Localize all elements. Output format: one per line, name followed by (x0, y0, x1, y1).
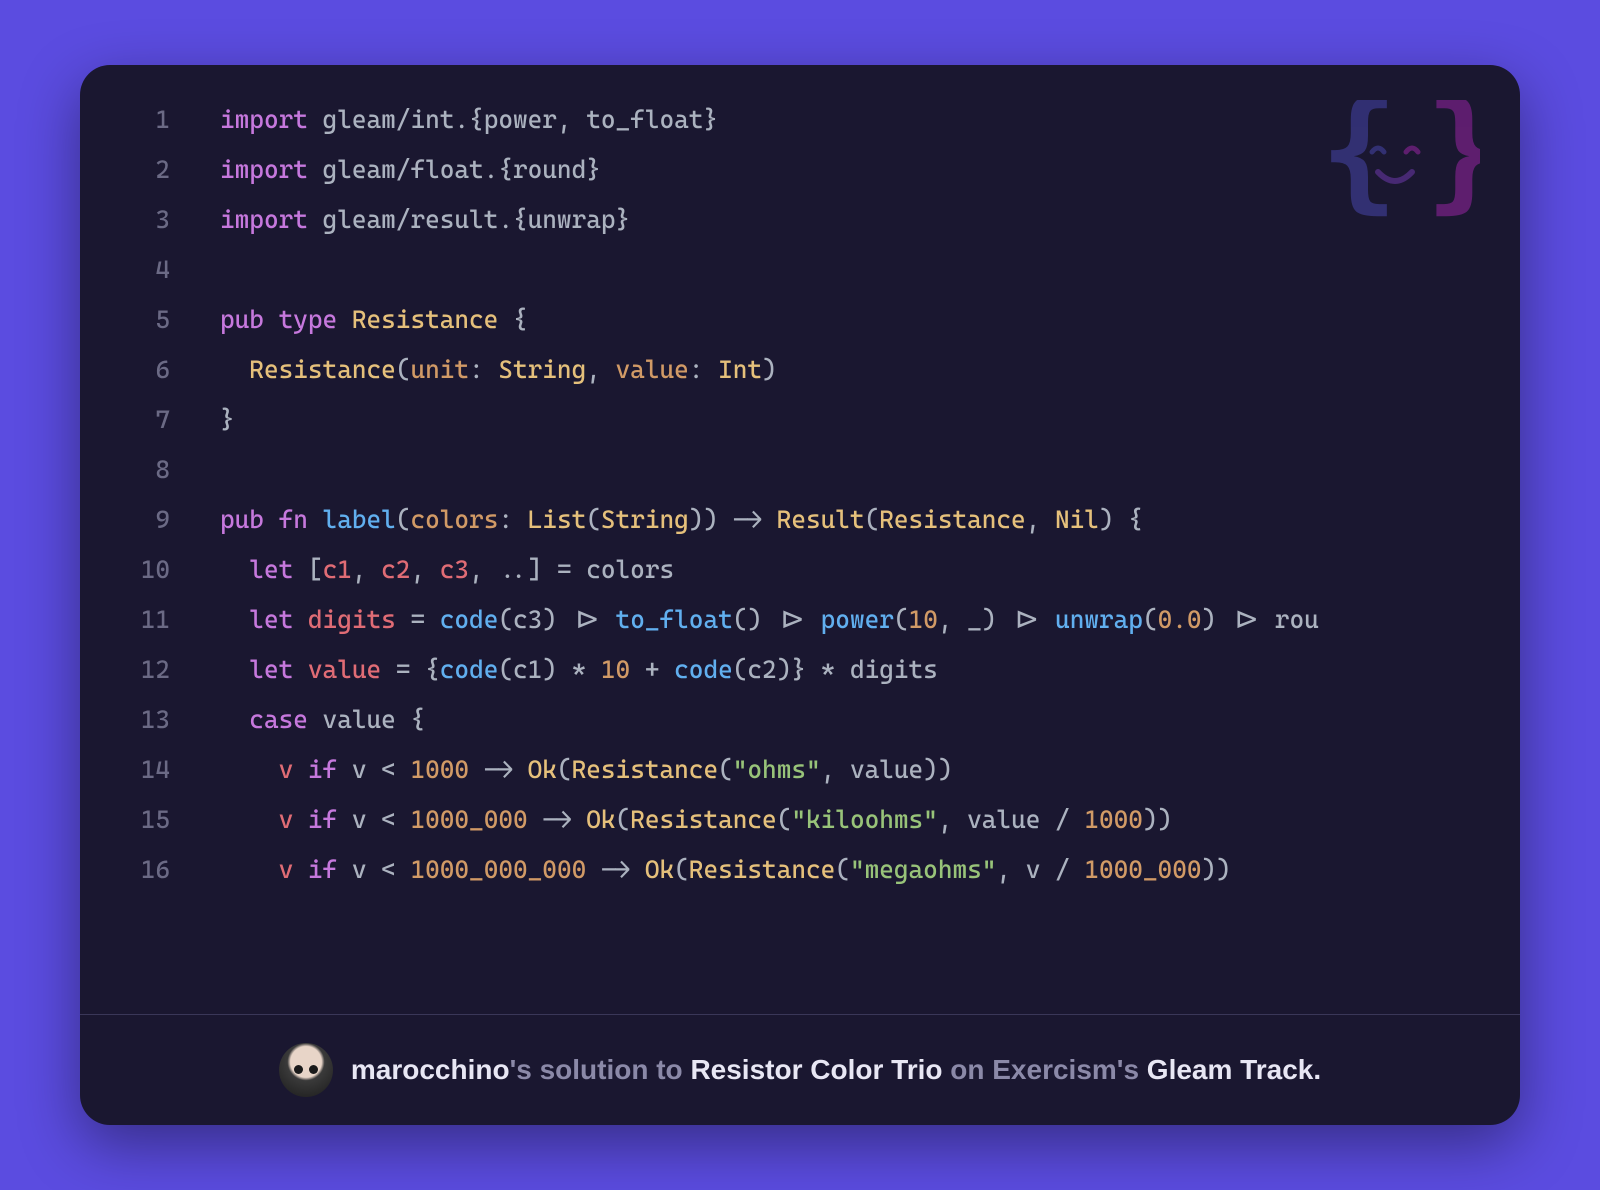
code-card: { } 1import gleam/int.{power, to_float}2… (80, 65, 1520, 1125)
line-content: v if v < 1000_000 -> Ok(Resistance("kilo… (220, 795, 1520, 845)
line-content: v if v < 1000_000_000 -> Ok(Resistance("… (220, 845, 1520, 895)
code-line: 11 let digits = code(c3) |> to_float() |… (80, 595, 1520, 645)
code-line: 4 (80, 245, 1520, 295)
line-content: case value { (220, 695, 1520, 745)
line-number: 9 (80, 495, 220, 545)
attribution-middle-2: on Exercism's (942, 1054, 1146, 1085)
code-line: 3import gleam/result.{unwrap} (80, 195, 1520, 245)
attribution-text: marocchino's solution to Resistor Color … (351, 1054, 1321, 1086)
line-content: pub fn label(colors: List(String)) -> Re… (220, 495, 1520, 545)
line-content: let digits = code(c3) |> to_float() |> p… (220, 595, 1520, 645)
code-line: 12 let value = {code(c1) * 10 + code(c2)… (80, 645, 1520, 695)
line-number: 13 (80, 695, 220, 745)
code-lines-container: 1import gleam/int.{power, to_float}2impo… (80, 95, 1520, 895)
code-line: 2import gleam/float.{round} (80, 145, 1520, 195)
code-line: 10 let [c1, c2, c3, ..] = colors (80, 545, 1520, 595)
line-number: 10 (80, 545, 220, 595)
attribution-footer: marocchino's solution to Resistor Color … (80, 1014, 1520, 1125)
line-number: 15 (80, 795, 220, 845)
code-line: 1import gleam/int.{power, to_float} (80, 95, 1520, 145)
line-number: 12 (80, 645, 220, 695)
line-number: 11 (80, 595, 220, 645)
code-line: 16 v if v < 1000_000_000 -> Ok(Resistanc… (80, 845, 1520, 895)
exercise-name: Resistor Color Trio (690, 1054, 942, 1085)
line-number: 3 (80, 195, 220, 245)
attribution-middle-1: 's solution to (510, 1054, 691, 1085)
line-number: 14 (80, 745, 220, 795)
track-name: Gleam Track. (1147, 1054, 1321, 1085)
line-content: let [c1, c2, c3, ..] = colors (220, 545, 1520, 595)
line-content: pub type Resistance { (220, 295, 1520, 345)
username: marocchino (351, 1054, 510, 1085)
line-number: 8 (80, 445, 220, 495)
code-editor: { } 1import gleam/int.{power, to_float}2… (80, 65, 1520, 1014)
code-line: 7} (80, 395, 1520, 445)
code-line: 13 case value { (80, 695, 1520, 745)
svg-text:{: { (1320, 100, 1398, 226)
exercism-logo: { } (1310, 100, 1480, 230)
line-content: v if v < 1000 -> Ok(Resistance("ohms", v… (220, 745, 1520, 795)
code-line: 5pub type Resistance { (80, 295, 1520, 345)
line-content: } (220, 395, 1520, 445)
line-number: 1 (80, 95, 220, 145)
code-line: 8 (80, 445, 1520, 495)
avatar (279, 1043, 333, 1097)
code-line: 9pub fn label(colors: List(String)) -> R… (80, 495, 1520, 545)
line-content: Resistance(unit: String, value: Int) (220, 345, 1520, 395)
code-line: 15 v if v < 1000_000 -> Ok(Resistance("k… (80, 795, 1520, 845)
line-number: 5 (80, 295, 220, 345)
line-number: 16 (80, 845, 220, 895)
line-number: 4 (80, 245, 220, 295)
code-line: 14 v if v < 1000 -> Ok(Resistance("ohms"… (80, 745, 1520, 795)
line-content: let value = {code(c1) * 10 + code(c2)} *… (220, 645, 1520, 695)
line-number: 7 (80, 395, 220, 445)
line-number: 2 (80, 145, 220, 195)
svg-text:}: } (1425, 100, 1480, 226)
code-line: 6 Resistance(unit: String, value: Int) (80, 345, 1520, 395)
line-number: 6 (80, 345, 220, 395)
